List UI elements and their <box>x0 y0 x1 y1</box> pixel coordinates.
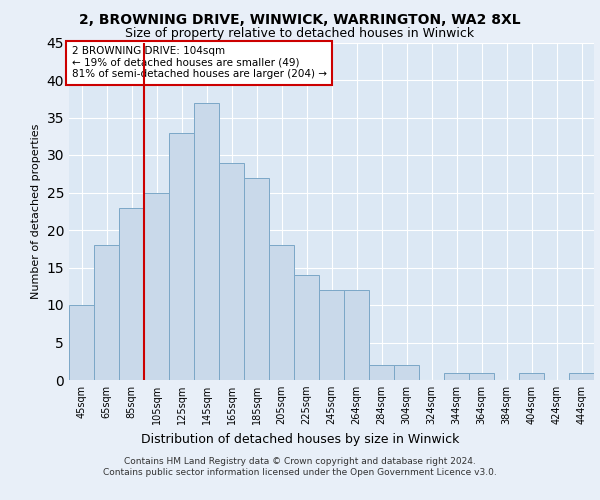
Bar <box>219 162 244 380</box>
Bar <box>119 208 144 380</box>
Text: Contains HM Land Registry data © Crown copyright and database right 2024.
Contai: Contains HM Land Registry data © Crown c… <box>103 458 497 477</box>
Text: Size of property relative to detached houses in Winwick: Size of property relative to detached ho… <box>125 28 475 40</box>
Bar <box>469 372 494 380</box>
Y-axis label: Number of detached properties: Number of detached properties <box>31 124 41 299</box>
Bar <box>519 372 544 380</box>
Bar <box>244 178 269 380</box>
Bar <box>69 305 94 380</box>
Bar <box>569 372 594 380</box>
Bar <box>394 365 419 380</box>
Text: Distribution of detached houses by size in Winwick: Distribution of detached houses by size … <box>141 432 459 446</box>
Text: 2 BROWNING DRIVE: 104sqm
← 19% of detached houses are smaller (49)
81% of semi-d: 2 BROWNING DRIVE: 104sqm ← 19% of detach… <box>71 46 326 80</box>
Bar <box>294 275 319 380</box>
Bar <box>344 290 369 380</box>
Text: 2, BROWNING DRIVE, WINWICK, WARRINGTON, WA2 8XL: 2, BROWNING DRIVE, WINWICK, WARRINGTON, … <box>79 12 521 26</box>
Bar <box>369 365 394 380</box>
Bar <box>319 290 344 380</box>
Bar <box>94 245 119 380</box>
Bar <box>269 245 294 380</box>
Bar <box>194 102 219 380</box>
Bar <box>444 372 469 380</box>
Bar <box>169 132 194 380</box>
Bar <box>144 192 169 380</box>
